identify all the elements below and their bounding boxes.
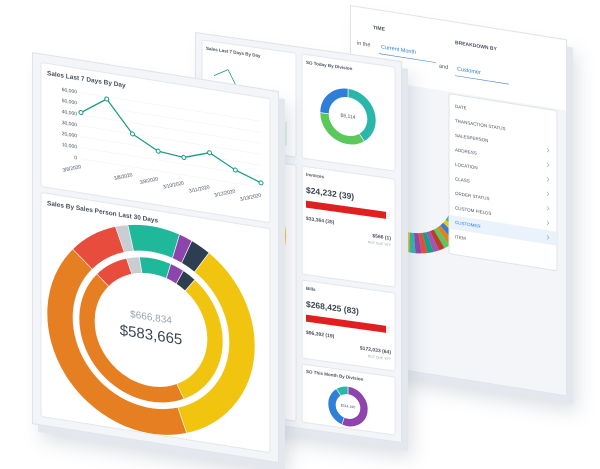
y-tick-label: 0 [74,155,77,161]
and: and [439,64,448,71]
background-donut-segment [430,229,445,251]
overdue-amount: $33,364 (35) [306,216,335,226]
background-donut-segment [418,232,428,254]
option-chevron [546,191,550,196]
time-label: TIME [373,25,386,33]
card [301,53,396,172]
grid-line [81,103,261,133]
x-tick-label: 3/6/2020 [62,164,82,174]
donut-segment [96,257,133,287]
option-chevron [546,206,550,211]
line-point [78,110,84,116]
not-due-label: NOT DUE YET [368,240,392,247]
card [301,363,396,436]
dropdown-option[interactable]: CUSTOMER [455,220,481,229]
breakdown[interactable]: Customer [457,66,481,76]
line-point [155,148,161,154]
y-tick-label: 10,000 [62,142,77,150]
period[interactable]: Current Month [381,44,416,56]
line-point [129,131,135,137]
dropdown-option[interactable]: LOCATION [455,162,478,171]
x-tick-label: 3/10/2020 [162,180,185,190]
sales-view: Sales Last 7 Days By Day010,00020,00030,… [40,62,271,453]
y-tick-label: 20,000 [62,131,77,139]
toolbar [351,6,566,111]
division-total: $5,114 [341,113,356,121]
y-tick-label: 30,000 [62,120,77,128]
dropdown-option[interactable]: ADDRESS [455,147,477,155]
x-tick-label: 3/13/2020 [239,193,262,203]
overdue-fill [306,314,386,333]
dropdown-option[interactable]: CUSTOM FIELDS [455,205,491,216]
in-the: in the [357,41,370,49]
line-point [258,180,264,186]
background-donut-segment [409,232,416,254]
background-donut-segment [403,231,410,253]
card-title: SO Today By Division [306,60,353,72]
line-series [80,98,262,184]
background-donut-segment [413,233,422,254]
option-chevron [546,162,550,167]
not-due-amount: $566 (1) [372,233,391,242]
not-due-label: NOT DUE YET [368,354,392,361]
option-chevron [546,148,550,153]
grid-line [81,92,261,122]
grid-line [81,125,261,155]
donut-segment [72,226,125,270]
not-due-amount: $172,033 (64) [360,346,391,356]
option-chevron [546,177,550,182]
background-donut-segment [433,227,450,249]
x-tick-label: 3/9/2020 [139,176,159,186]
x-tick-label: 3/11/2020 [188,184,211,194]
overdue-amount: $96,392 (19) [306,330,335,340]
y-tick-label: 50,000 [62,98,77,106]
x-tick-label: 3/12/2020 [214,189,237,199]
month-total: $314,190 [341,403,356,409]
line-point [104,96,110,102]
card-title: Bills [306,286,316,292]
dropdown-option[interactable]: ORDER STATUS [455,191,490,201]
dropdown-option[interactable]: DATE [455,104,467,111]
option-chevron [546,235,550,240]
line-point [207,150,213,156]
option-chevron [546,220,550,225]
grid-line [81,114,261,144]
background-donut-segment [422,232,434,254]
donut-segment [46,248,188,436]
period-underline [379,53,436,63]
card-title: Invoices [306,172,324,180]
grid-line [81,136,261,166]
card [301,165,396,288]
line-point [181,154,187,160]
line-point [232,167,238,173]
donut-segment [335,386,349,397]
card [40,62,271,223]
y-tick-label: 60,000 [62,87,77,95]
mini-column [281,121,287,146]
dropdown-option[interactable]: SALESPERSON [455,133,488,143]
donut-segment [319,87,349,115]
option-highlight [450,214,556,246]
overdue-fill [306,200,386,219]
dropdown-option[interactable]: CLASS [455,176,470,183]
breakdown-underline [455,75,509,85]
x-tick-label: 3/8/2020 [113,172,133,182]
background-donut-segment [426,231,440,253]
grid-line [81,147,261,177]
y-tick-label: 40,000 [62,109,77,117]
dropdown-option[interactable]: ITEM [455,234,466,241]
grid-line [81,158,261,188]
sales-panel: Sales Last 7 Days By Day 0 10,000 20,000 30,… [32,52,279,464]
